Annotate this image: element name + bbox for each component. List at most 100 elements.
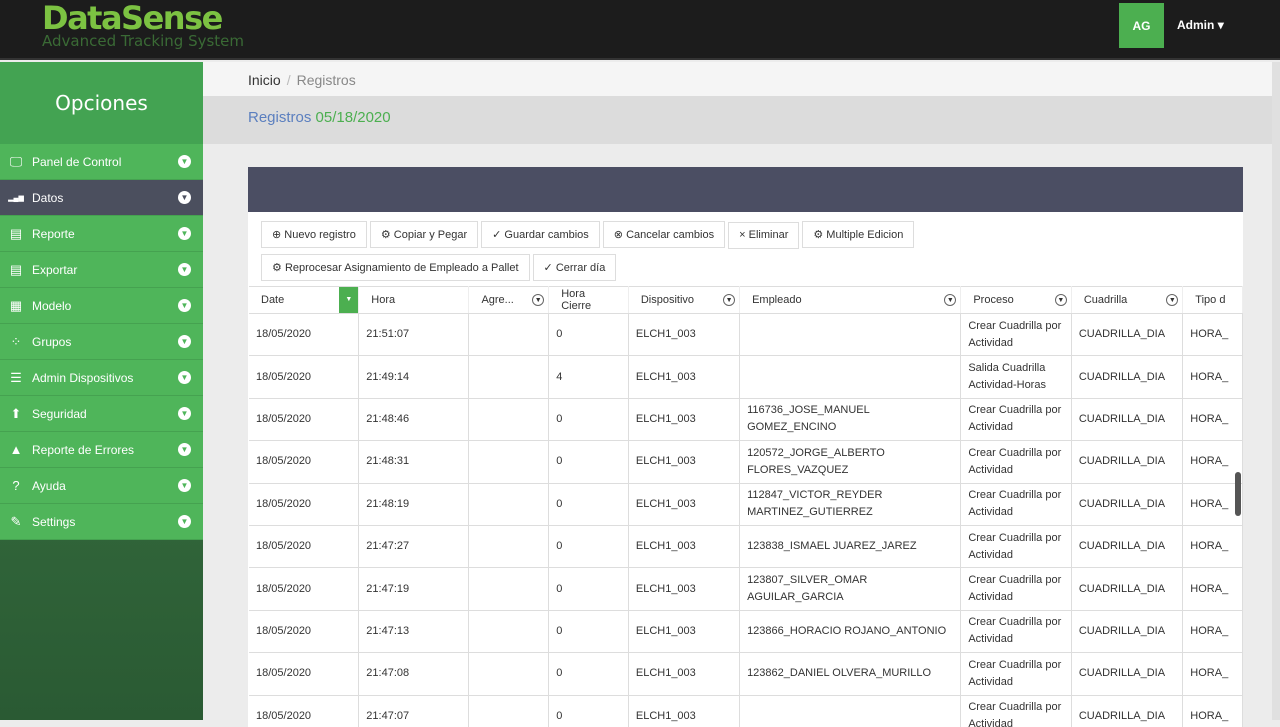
column-header[interactable]: Dispositivo ▼ (628, 286, 741, 314)
table-cell[interactable]: 116736_JOSE_MANUEL GOMEZ_ENCINO (739, 398, 962, 442)
table-cell[interactable]: CUADRILLA_DIA (1071, 652, 1184, 696)
cerrar-d-a-button[interactable]: ✓ Cerrar día (532, 254, 617, 281)
reprocesar-asignamiento-de-empleado-a-pallet-button[interactable]: ⚙ Reprocesar Asignamiento de Empleado a … (261, 254, 530, 281)
table-row[interactable]: 18/05/2020 21:47:08 0 ELCH1_003 123862_DANIE… (249, 652, 1243, 696)
sidebar-item-panel-de-control[interactable]: 🖵 Panel de Control ▼ (0, 144, 203, 180)
table-cell[interactable]: 21:51:07 (358, 313, 470, 357)
sidebar-item-settings[interactable]: ✎ Settings ▼ (0, 504, 203, 540)
table-row[interactable]: 18/05/2020 21:47:19 0 ELCH1_003 123807_SILVE… (249, 567, 1243, 611)
table-cell[interactable]: ELCH1_003 (628, 440, 741, 484)
column-header[interactable]: Hora Cierre (548, 286, 629, 314)
table-cell[interactable] (468, 525, 550, 569)
table-row[interactable]: 18/05/2020 21:47:13 0 ELCH1_003 123866_HORAC… (249, 610, 1243, 654)
table-cell[interactable] (468, 440, 550, 484)
table-cell[interactable] (468, 313, 550, 357)
filter-icon[interactable]: ▼ (944, 294, 957, 306)
table-cell[interactable] (739, 355, 962, 399)
table-cell[interactable]: CUADRILLA_DIA (1071, 355, 1184, 399)
table-cell[interactable]: Crear Cuadrilla por Actividad (960, 525, 1072, 569)
chevron-down-icon[interactable]: ▼ (178, 299, 191, 312)
cancelar-cambios-button[interactable]: ⊗ Cancelar cambios (602, 221, 726, 248)
table-cell[interactable]: 18/05/2020 (249, 567, 360, 611)
table-cell[interactable]: ELCH1_003 (628, 525, 741, 569)
table-cell[interactable]: HORA_ (1182, 652, 1243, 696)
table-cell[interactable] (468, 355, 550, 399)
table-row[interactable]: 18/05/2020 21:47:07 0 ELCH1_003 Crear Cuadri… (249, 695, 1243, 727)
table-cell[interactable]: ELCH1_003 (628, 652, 741, 696)
table-cell[interactable]: 0 (548, 313, 629, 357)
table-cell[interactable]: 21:47:19 (358, 567, 470, 611)
table-cell[interactable]: 123838_ISMAEL JUAREZ_JAREZ (739, 525, 962, 569)
table-cell[interactable]: 21:47:08 (358, 652, 470, 696)
table-cell[interactable]: 21:47:13 (358, 610, 470, 654)
table-cell[interactable]: 0 (548, 695, 629, 727)
table-scrollbar[interactable] (1235, 472, 1241, 516)
user-menu[interactable]: Admin ▾ (1177, 18, 1224, 32)
filter-icon[interactable]: ▼ (532, 294, 545, 306)
table-cell[interactable]: 4 (548, 355, 629, 399)
table-row[interactable]: 18/05/2020 21:51:07 0 ELCH1_003 Crear Cuadri… (249, 313, 1243, 357)
column-header[interactable]: Date ▼ (249, 286, 360, 314)
sidebar-item-exportar[interactable]: ▤ Exportar ▼ (0, 252, 203, 288)
table-cell[interactable]: HORA_ (1182, 355, 1243, 399)
logo[interactable]: DataSense Advanced Tracking System (42, 0, 245, 50)
table-cell[interactable]: CUADRILLA_DIA (1071, 313, 1184, 357)
table-cell[interactable]: 18/05/2020 (249, 355, 360, 399)
column-header[interactable]: Cuadrilla ▼ (1071, 286, 1184, 314)
table-cell[interactable]: 18/05/2020 (249, 695, 360, 727)
table-cell[interactable]: Crear Cuadrilla por Actividad (960, 440, 1072, 484)
table-cell[interactable]: 18/05/2020 (249, 313, 360, 357)
table-cell[interactable]: 21:48:46 (358, 398, 470, 442)
copiar-y-pegar-button[interactable]: ⚙ Copiar y Pegar (369, 221, 479, 248)
column-header[interactable]: Tipo d (1182, 286, 1243, 314)
table-cell[interactable]: 0 (548, 440, 629, 484)
table-cell[interactable]: HORA_ (1182, 398, 1243, 442)
table-cell[interactable]: 18/05/2020 (249, 398, 360, 442)
chevron-down-icon[interactable]: ▼ (178, 371, 191, 384)
table-cell[interactable] (739, 313, 962, 357)
table-cell[interactable]: Crear Cuadrilla por Actividad (960, 610, 1072, 654)
multiple-edicion-button[interactable]: ⚙ Multiple Edicion (802, 221, 915, 248)
table-cell[interactable]: 21:47:27 (358, 525, 470, 569)
table-cell[interactable]: Crear Cuadrilla por Actividad (960, 313, 1072, 357)
table-cell[interactable] (468, 483, 550, 526)
table-cell[interactable]: 112847_VICTOR_REYDER MARTINEZ_GUTIERREZ (739, 483, 962, 526)
chevron-down-icon[interactable]: ▼ (178, 479, 191, 492)
table-cell[interactable] (468, 610, 550, 654)
table-cell[interactable]: Crear Cuadrilla por Actividad (960, 652, 1072, 696)
table-cell[interactable] (468, 398, 550, 442)
table-cell[interactable]: 21:47:07 (358, 695, 470, 727)
sidebar-item-ayuda[interactable]: ? Ayuda ▼ (0, 468, 203, 504)
filter-icon[interactable]: ▼ (1054, 294, 1067, 306)
table-cell[interactable]: 123807_SILVER_OMAR AGUILAR_GARCIA (739, 567, 962, 611)
table-cell[interactable]: 123866_HORACIO ROJANO_ANTONIO (739, 610, 962, 654)
table-cell[interactable]: 18/05/2020 (249, 652, 360, 696)
table-row[interactable]: 18/05/2020 21:47:27 0 ELCH1_003 123838_ISMAE… (249, 525, 1243, 569)
table-cell[interactable]: CUADRILLA_DIA (1071, 440, 1184, 484)
table-cell[interactable]: 0 (548, 483, 629, 526)
column-header[interactable]: Proceso ▼ (960, 286, 1072, 314)
table-cell[interactable] (739, 695, 962, 727)
eliminar-button[interactable]: × Eliminar (728, 222, 800, 249)
table-cell[interactable]: ELCH1_003 (628, 398, 741, 442)
table-cell[interactable]: 21:48:31 (358, 440, 470, 484)
breadcrumb-home[interactable]: Inicio (248, 72, 281, 88)
table-cell[interactable]: 21:49:14 (358, 355, 470, 399)
column-header[interactable]: Hora (358, 286, 470, 314)
filter-icon[interactable]: ▼ (723, 294, 736, 306)
table-cell[interactable]: Crear Cuadrilla por Actividad (960, 483, 1072, 526)
page-scrollbar[interactable] (1272, 62, 1280, 720)
filter-icon[interactable]: ▼ (1166, 294, 1179, 306)
chevron-down-icon[interactable]: ▼ (178, 263, 191, 276)
chevron-down-icon[interactable]: ▼ (178, 227, 191, 240)
table-cell[interactable]: ELCH1_003 (628, 695, 741, 727)
table-cell[interactable]: CUADRILLA_DIA (1071, 398, 1184, 442)
chevron-down-icon[interactable]: ▼ (178, 443, 191, 456)
table-row[interactable]: 18/05/2020 21:48:31 0 ELCH1_003 120572_JORGE… (249, 440, 1243, 484)
table-cell[interactable] (468, 652, 550, 696)
table-cell[interactable]: HORA_ (1182, 313, 1243, 357)
table-cell[interactable]: ELCH1_003 (628, 483, 741, 526)
table-cell[interactable]: HORA_ (1182, 610, 1243, 654)
sidebar-item-datos[interactable]: ▂▄▆ Datos ▼ (0, 180, 203, 216)
column-header[interactable]: Agre... ▼ (468, 286, 550, 314)
